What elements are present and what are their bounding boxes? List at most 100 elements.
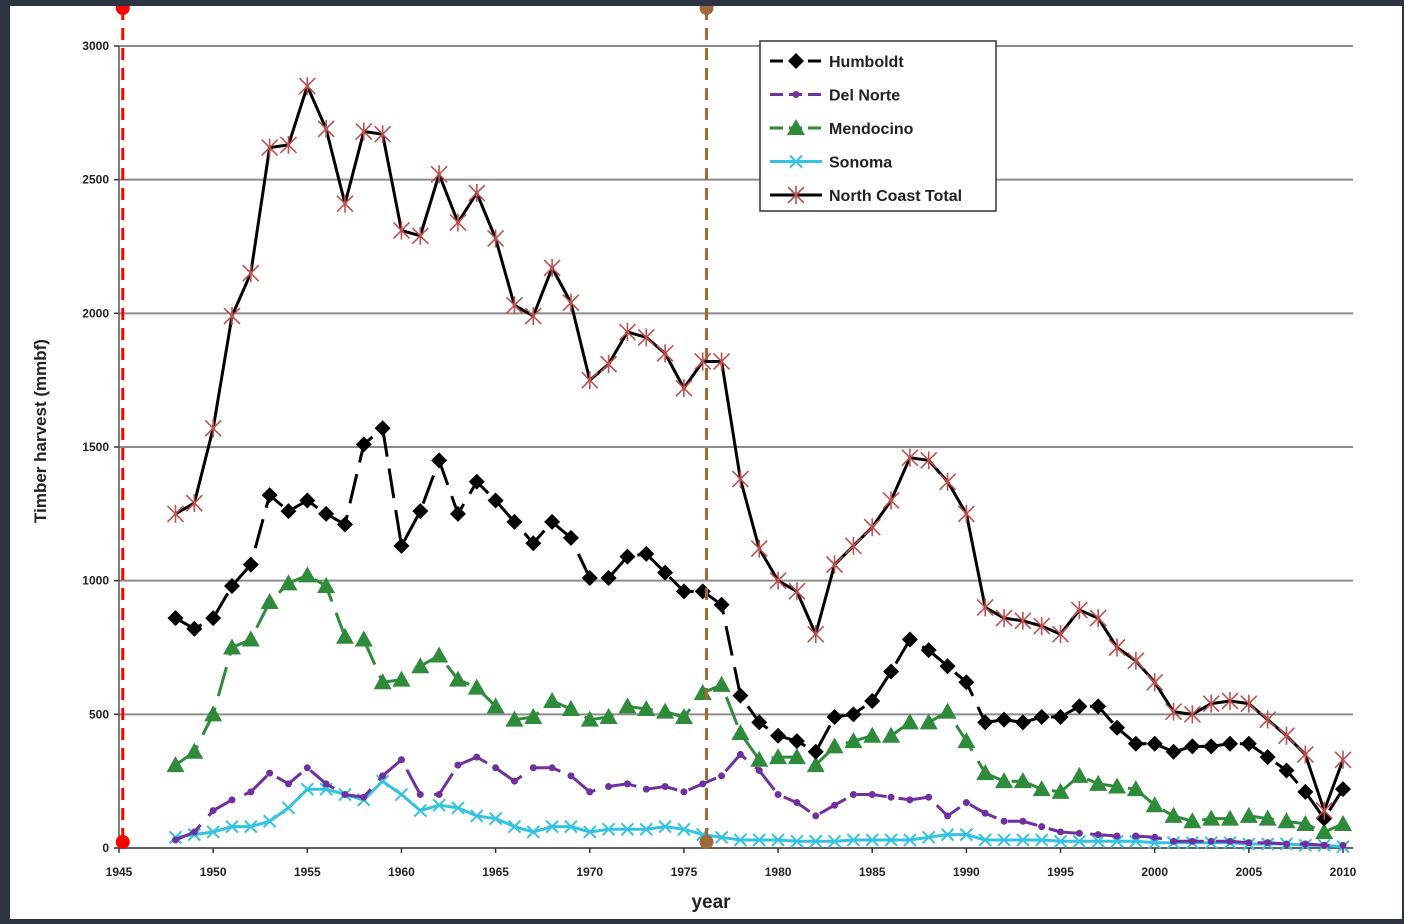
data-point bbox=[166, 756, 185, 773]
x-tick-label: 2005 bbox=[1235, 865, 1262, 879]
data-point bbox=[900, 713, 919, 730]
data-point bbox=[242, 556, 259, 573]
data-point bbox=[1301, 840, 1309, 848]
data-point bbox=[1033, 709, 1050, 726]
data-point bbox=[845, 706, 862, 723]
data-point bbox=[868, 791, 876, 799]
legend-item: North Coast Total bbox=[770, 186, 962, 205]
x-tick-label: 1970 bbox=[576, 865, 603, 879]
data-point bbox=[1038, 823, 1046, 831]
data-point bbox=[185, 494, 203, 513]
data-point bbox=[562, 529, 579, 546]
data-point bbox=[449, 505, 466, 522]
data-point bbox=[995, 609, 1013, 628]
data-point bbox=[883, 663, 900, 680]
data-point bbox=[451, 801, 465, 815]
data-point bbox=[1334, 814, 1352, 831]
y-tick-label: 1500 bbox=[82, 440, 109, 454]
data-point bbox=[1053, 834, 1068, 849]
data-point bbox=[279, 574, 298, 591]
data-point bbox=[718, 772, 726, 780]
data-point bbox=[1297, 783, 1314, 800]
data-point bbox=[1033, 617, 1051, 636]
data-point bbox=[299, 492, 316, 509]
data-point bbox=[1016, 833, 1030, 847]
legend: Humboldt Del Norte Mendocino Sonoma North Co… bbox=[759, 40, 997, 212]
data-point bbox=[996, 711, 1013, 728]
x-tick-label: 1975 bbox=[671, 865, 698, 879]
data-point bbox=[957, 732, 976, 749]
data-point bbox=[300, 782, 315, 796]
data-point bbox=[1109, 719, 1126, 736]
data-point bbox=[1108, 777, 1127, 794]
data-point bbox=[1110, 834, 1124, 849]
data-point bbox=[486, 697, 505, 714]
data-point bbox=[962, 799, 970, 807]
data-point bbox=[1091, 834, 1105, 849]
data-point bbox=[731, 724, 750, 741]
data-point bbox=[674, 708, 693, 725]
data-point bbox=[1032, 780, 1051, 797]
data-point bbox=[1089, 774, 1108, 791]
x-tick-label: 2010 bbox=[1330, 865, 1357, 879]
data-point bbox=[1071, 698, 1088, 715]
data-point bbox=[865, 833, 879, 847]
data-point bbox=[792, 91, 800, 98]
data-point bbox=[1183, 705, 1201, 724]
series-north-coast-total bbox=[166, 77, 1352, 820]
data-point bbox=[449, 213, 467, 232]
data-point bbox=[228, 796, 236, 804]
data-point bbox=[736, 750, 744, 758]
data-point bbox=[397, 756, 405, 764]
data-point bbox=[714, 830, 729, 845]
data-point bbox=[1258, 809, 1277, 826]
data-point bbox=[1183, 812, 1202, 829]
data-point bbox=[1221, 691, 1239, 710]
data-point bbox=[1165, 743, 1182, 760]
reference-line-bottom-dot bbox=[115, 835, 130, 849]
data-point bbox=[548, 764, 556, 772]
data-point bbox=[769, 748, 788, 765]
data-point bbox=[412, 503, 429, 520]
legend-label: Del Norte bbox=[829, 88, 900, 105]
data-point bbox=[959, 827, 974, 842]
data-point bbox=[1335, 781, 1351, 798]
data-point bbox=[204, 419, 222, 438]
data-point bbox=[976, 764, 995, 781]
data-point bbox=[167, 610, 184, 627]
data-point bbox=[506, 513, 523, 530]
data-point bbox=[432, 798, 446, 812]
data-point bbox=[901, 631, 918, 648]
data-point bbox=[826, 555, 844, 574]
legend-label: Humboldt bbox=[829, 54, 904, 71]
data-point bbox=[1051, 625, 1070, 644]
data-point bbox=[373, 673, 392, 690]
data-point bbox=[355, 436, 372, 453]
reference-lines bbox=[115, 1, 714, 849]
legend-item: Humboldt bbox=[770, 53, 904, 71]
data-point bbox=[809, 834, 823, 849]
data-point bbox=[393, 537, 410, 554]
data-point bbox=[787, 748, 806, 765]
legend-label: Sonoma bbox=[829, 155, 892, 172]
data-point bbox=[806, 756, 825, 773]
data-point bbox=[1315, 801, 1333, 820]
data-point bbox=[1202, 809, 1221, 826]
data-point bbox=[919, 713, 938, 730]
data-point bbox=[750, 750, 769, 767]
data-point bbox=[981, 809, 989, 817]
x-tick-label: 1945 bbox=[106, 865, 133, 879]
data-point bbox=[977, 714, 994, 731]
data-point bbox=[826, 709, 843, 726]
data-point bbox=[1277, 812, 1296, 829]
data-point bbox=[1240, 694, 1258, 713]
data-point bbox=[430, 165, 448, 184]
data-point bbox=[1164, 702, 1183, 721]
data-point bbox=[769, 571, 787, 590]
data-point bbox=[454, 761, 462, 769]
data-point bbox=[938, 472, 957, 491]
data-point bbox=[1126, 780, 1145, 797]
data-point bbox=[298, 77, 316, 96]
data-point bbox=[185, 742, 204, 759]
data-point bbox=[411, 657, 430, 674]
